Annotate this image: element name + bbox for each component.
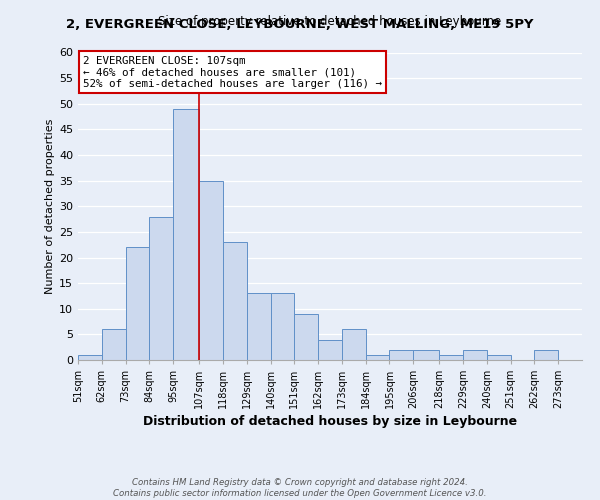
Bar [78,355,102,360]
Bar [342,329,365,360]
Text: 2 EVERGREEN CLOSE: 107sqm
← 46% of detached houses are smaller (101)
52% of semi: 2 EVERGREEN CLOSE: 107sqm ← 46% of detac… [83,56,382,89]
Y-axis label: Number of detached properties: Number of detached properties [45,118,55,294]
X-axis label: Distribution of detached houses by size in Leybourne: Distribution of detached houses by size … [143,416,517,428]
Bar [439,355,463,360]
Bar [295,314,318,360]
Bar [102,329,125,360]
Bar [173,109,199,360]
Bar [149,216,173,360]
Bar [413,350,439,360]
Bar [535,350,558,360]
Bar [365,355,389,360]
Bar [487,355,511,360]
Bar [247,294,271,360]
Text: 2, EVERGREEN CLOSE, LEYBOURNE, WEST MALLING, ME19 5PY: 2, EVERGREEN CLOSE, LEYBOURNE, WEST MALL… [66,18,534,30]
Bar [271,294,295,360]
Bar [389,350,413,360]
Bar [463,350,487,360]
Bar [199,180,223,360]
Text: Contains HM Land Registry data © Crown copyright and database right 2024.
Contai: Contains HM Land Registry data © Crown c… [113,478,487,498]
Bar [318,340,342,360]
Bar [223,242,247,360]
Bar [125,247,149,360]
Title: Size of property relative to detached houses in Leybourne: Size of property relative to detached ho… [158,14,502,28]
